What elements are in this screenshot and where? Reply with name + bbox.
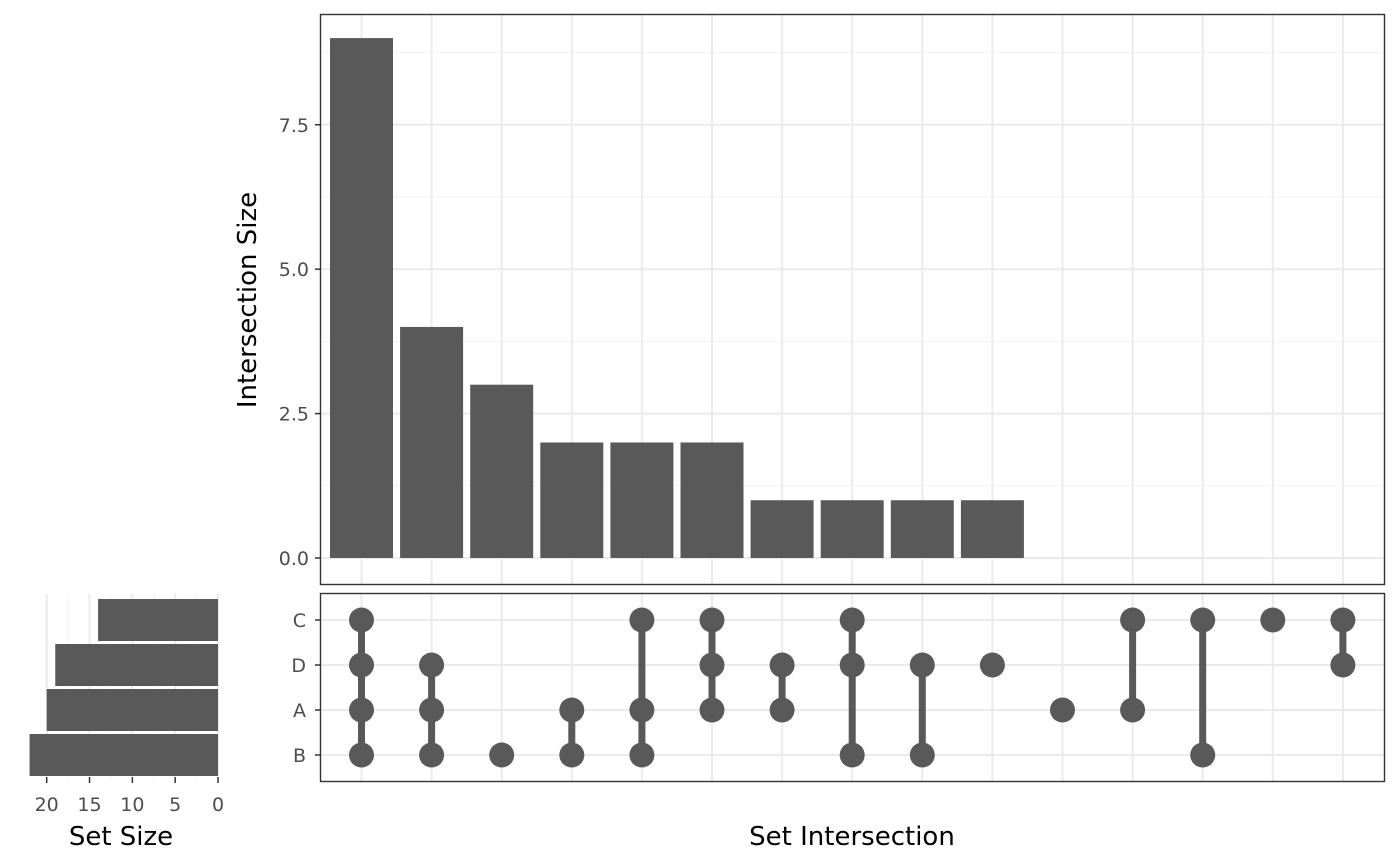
matrix-dot [349,742,374,768]
matrix-dot [629,742,655,768]
matrix-dot [839,607,865,633]
y-tick-label: 0.0 [279,548,309,570]
matrix-dot [909,652,935,678]
matrix-dot [699,697,725,723]
matrix-dot [419,742,445,768]
setsize-tick-label: 20 [35,794,59,816]
matrix-dot [1330,607,1356,633]
set-row-label: D [291,655,306,677]
matrix-dot [1050,697,1075,723]
matrix-dot [419,697,445,723]
matrix-dot [909,742,935,768]
y-tick-label: 5.0 [279,259,309,281]
matrix-dot [559,742,585,768]
matrix-dot [629,697,655,723]
matrix-dot [489,742,515,768]
matrix-dot [349,652,374,678]
matrix-dot [979,652,1005,678]
matrix-dot [559,697,585,723]
intersection-bar [960,500,1024,559]
matrix-dot [699,607,725,633]
y-tick-label: 2.5 [279,404,309,426]
intersection-bar [750,500,814,559]
intersection-bar [680,442,744,559]
intersection-bar [540,442,604,559]
intersection-bars [330,38,1024,559]
panel-borders [319,13,1386,783]
setsize-tick-label: 5 [169,794,181,816]
setsize-tick-label: 15 [77,794,101,816]
matrix-dot [699,652,725,678]
y-tick-label: 7.5 [279,115,309,137]
intersection-bar [820,500,884,559]
matrix-panel-border [319,592,1386,783]
matrix-dot [349,697,374,723]
matrix-dot [419,652,445,678]
set-size-bar [55,644,219,686]
set-row-label: C [293,610,306,632]
set-row-label: B [293,745,306,767]
set-size-bar [46,689,219,731]
y-axis-title: Intersection Size [233,192,263,408]
matrix-dot [629,607,655,633]
setsize-tick-label: 0 [212,794,224,816]
intersection-bar [890,500,954,559]
intersection-bar [400,326,464,559]
set-size-bar [98,599,218,641]
matrix-dot [349,607,374,633]
matrix-dot [1120,697,1146,723]
matrix-dot [1260,607,1286,633]
intersection-bar [610,442,674,559]
matrix-dot [769,652,795,678]
set-size-bars [29,599,219,776]
x-axis-title: Set Intersection [749,822,955,852]
intersection-matrix [349,607,1356,768]
set-row-label: A [293,700,306,722]
tick-layer [45,124,321,783]
matrix-dot [1330,652,1356,678]
set-size-bar [29,734,219,776]
intersection-bar [330,38,393,559]
matrix-dot [839,742,865,768]
setsize-tick-label: 10 [120,794,144,816]
matrix-dot [1190,742,1216,768]
intersection-panel-border [319,13,1386,586]
label-layer: Intersection Size Set Intersection Set S… [35,115,955,852]
matrix-dot [1190,607,1216,633]
set-size-axis-title: Set Size [69,822,173,852]
matrix-dot [1120,607,1146,633]
intersection-bar [470,384,534,559]
matrix-dot [769,697,795,723]
matrix-dot [839,652,865,678]
